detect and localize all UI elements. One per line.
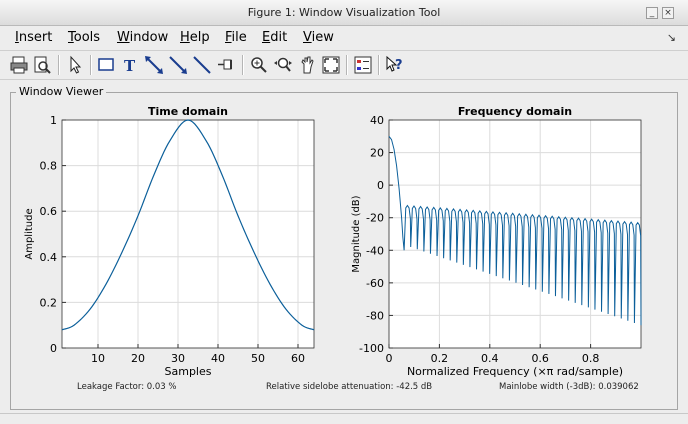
- x-tick-label: 10: [91, 352, 105, 365]
- toolbar: T ?: [0, 50, 688, 80]
- x-tick-label: 0.8: [582, 352, 600, 365]
- minimize-icon[interactable]: _: [646, 7, 658, 19]
- y-tick-label: 40: [370, 114, 384, 127]
- y-tick-label: 0.8: [40, 160, 58, 173]
- y-tick-label: 0.2: [40, 296, 58, 309]
- y-tick-label: -60: [366, 277, 384, 290]
- menu-insert[interactable]: Insert: [15, 30, 53, 45]
- menu-tools[interactable]: Tools: [68, 30, 101, 45]
- text-icon[interactable]: T: [119, 54, 141, 76]
- x-tick-label: 50: [251, 352, 265, 365]
- y-tick-label: -20: [366, 212, 384, 225]
- chart-title: Frequency domain: [458, 105, 572, 118]
- y-axis-label: Amplitude: [24, 208, 35, 259]
- print-preview-icon[interactable]: [31, 54, 53, 76]
- sidelobe-attenuation: Relative sidelobe attenuation: -42.5 dB: [266, 382, 433, 392]
- zoom-out-icon[interactable]: [272, 54, 294, 76]
- svg-text:T: T: [124, 57, 136, 75]
- y-axis-label: Magnitude (dB): [351, 195, 362, 272]
- y-tick-label: -80: [366, 309, 384, 322]
- window-title: Figure 1: Window Visualization Tool: [247, 6, 441, 19]
- menu-help[interactable]: Help: [180, 30, 210, 45]
- zoom-in-icon[interactable]: [248, 54, 270, 76]
- x-tick-label: 0.6: [531, 352, 549, 365]
- y-tick-label: 1: [50, 114, 57, 127]
- y-tick-label: 0.6: [40, 205, 58, 218]
- plot-area: [62, 120, 314, 348]
- rectangle-icon[interactable]: [95, 54, 117, 76]
- print-icon[interactable]: [8, 54, 30, 76]
- double-arrow-icon[interactable]: [143, 54, 165, 76]
- menu-window[interactable]: Window: [117, 30, 169, 45]
- y-tick-label: 0: [50, 342, 57, 355]
- y-tick-label: -100: [359, 342, 384, 355]
- zoom-fit-icon[interactable]: [320, 54, 342, 76]
- title-bar: Figure 1: Window Visualization Tool _ ×: [0, 0, 688, 26]
- x-tick-label: 60: [291, 352, 305, 365]
- x-tick-label: 0.4: [481, 352, 499, 365]
- menu-edit[interactable]: Edit: [262, 30, 288, 45]
- x-tick-label: 20: [131, 352, 145, 365]
- y-tick-label: 0: [377, 179, 384, 192]
- y-tick-label: 0.4: [40, 251, 58, 264]
- x-axis-label: Normalized Frequency (×π rad/sample): [407, 365, 623, 378]
- pan-icon[interactable]: [296, 54, 318, 76]
- menu-view[interactable]: View: [303, 30, 334, 45]
- status-bar: [0, 413, 688, 424]
- x-tick-label: 40: [211, 352, 225, 365]
- legend-icon[interactable]: [352, 54, 374, 76]
- time-domain-plot[interactable]: 10 20 30 40 50 60 0 0.2 0.4 0.6 0.8 1 Time domain Sam…: [24, 105, 315, 378]
- frequency-series-line: [388, 135, 642, 326]
- x-tick-label: 30: [171, 352, 185, 365]
- y-tick-label: 20: [370, 147, 384, 160]
- menu-file[interactable]: File: [225, 30, 247, 45]
- mainlobe-width: Mainlobe width (-3dB): 0.039062: [499, 382, 639, 392]
- menu-bar: Insert Tools Window Help File Edit View: [0, 27, 688, 49]
- whats-this-icon[interactable]: ?: [384, 54, 406, 76]
- leakage-factor: Leakage Factor: 0.03 %: [77, 382, 177, 392]
- x-axis-label: Samples: [165, 365, 212, 378]
- y-tick-label: -40: [366, 244, 384, 257]
- time-series-line: [61, 119, 315, 331]
- axes-frame: [388, 119, 642, 349]
- pin-icon[interactable]: [215, 54, 237, 76]
- svg-text:?: ?: [395, 58, 403, 73]
- close-icon[interactable]: ×: [662, 7, 674, 19]
- window-viewer-panel: [10, 92, 678, 410]
- panel-title: Window Viewer: [16, 85, 107, 98]
- frequency-domain-plot[interactable]: 0 0.2 0.4 0.6 0.8 -100 -80 -60 -40 -20 0 20 40 Freque…: [351, 105, 642, 378]
- select-arrow-icon[interactable]: [64, 54, 86, 76]
- x-tick-label: 0: [386, 352, 393, 365]
- dock-arrow-icon[interactable]: ↘: [666, 31, 676, 44]
- arrow-icon[interactable]: [167, 54, 189, 76]
- x-tick-label: 0.2: [431, 352, 449, 365]
- line-icon[interactable]: [191, 54, 213, 76]
- chart-title: Time domain: [148, 105, 228, 118]
